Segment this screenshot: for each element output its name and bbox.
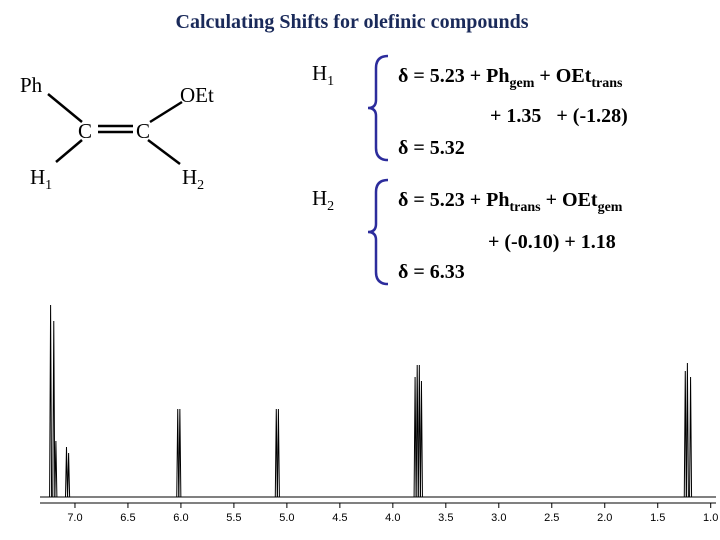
x-tick-label: 5.0 [279,512,294,524]
h2-label: H2 [312,186,334,214]
title: Calculating Shifts for olefinic compound… [176,11,529,33]
result: δ = 5.32 [398,137,465,159]
subscript: 2 [197,178,204,193]
bond [55,139,83,163]
peak [685,362,689,498]
x-tick-label: 1.5 [650,512,665,524]
x-tick-label: 5.5 [226,512,241,524]
equation: + (-0.10) + 1.18 [488,231,616,253]
subscript: trans [591,76,623,91]
peak [67,452,71,498]
peak [276,408,280,498]
subscript: gem [598,200,623,215]
eq-part: + OEt [534,65,591,87]
bond [147,139,181,165]
x-tick-label: 3.0 [491,512,506,524]
eq-part: + OEt [541,189,598,211]
bond [47,93,83,123]
carbon: C [78,119,92,143]
peak [176,408,180,498]
structure [47,93,183,165]
peak [415,364,419,498]
brace [367,54,389,162]
peak [417,364,421,498]
peak [419,380,423,498]
equation: δ = 5.23 + Phgem + OEttrans [398,65,623,91]
subscript: 1 [327,74,334,89]
peak [54,440,58,498]
h2-atom: H2 [182,165,204,193]
h: H [182,165,197,189]
x-tick-label: 3.5 [438,512,453,524]
subscript: 2 [327,199,334,214]
eq-part: δ = 5.23 + Ph [398,65,510,87]
result: δ = 6.33 [398,261,465,283]
ph-label: Ph [20,73,43,97]
h: H [312,61,327,85]
x-tick-label: 6.5 [120,512,135,524]
x-tick-label: 1.0 [703,512,718,524]
h1-label: H1 [312,61,334,89]
x-tick-label: 2.5 [544,512,559,524]
bond [149,100,183,124]
peak [413,376,417,498]
peak [64,446,68,498]
h1-atom: H1 [30,165,52,193]
carbon: C [136,119,150,143]
subscript: trans [510,200,542,215]
equation: δ = 5.23 + Phtrans + OEtgem [398,189,623,215]
peak [689,376,693,498]
spectrum: 7.0 6.5 6.0 5.5 5.0 4.5 4.0 3.5 3.0 2.5 2.0 1.5 1.0 [40,304,718,524]
peak [178,408,182,498]
x-tick-label: 6.0 [173,512,188,524]
subscript: 1 [45,178,52,193]
x-tick-label: 4.5 [332,512,347,524]
oet-label: OEt [180,83,214,107]
eq-part: δ = 5.23 + Ph [398,189,510,211]
peak [683,370,687,498]
subscript: gem [510,76,535,91]
peak [52,320,56,498]
x-tick-label: 7.0 [67,512,82,524]
brace [367,178,389,286]
peak [49,304,53,498]
x-tick-label: 4.0 [385,512,400,524]
h: H [312,186,327,210]
peak [274,408,278,498]
x-tick-label: 2.0 [597,512,612,524]
equation: + 1.35 + (-1.28) [490,105,628,127]
h: H [30,165,45,189]
